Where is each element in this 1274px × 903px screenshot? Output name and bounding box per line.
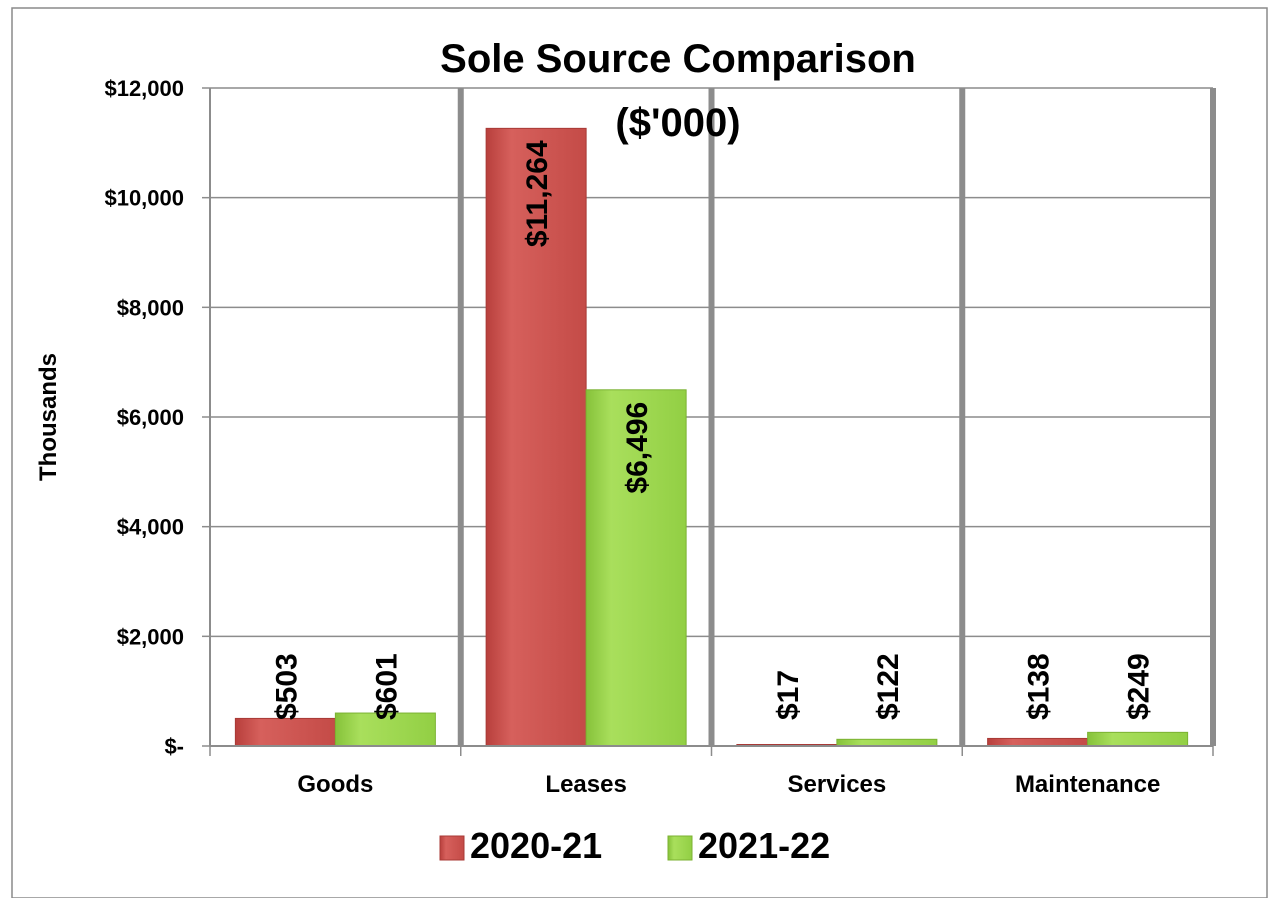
chart-subtitle: ($'000) [615,101,740,145]
chart-title: Sole Source Comparison [440,37,916,81]
x-tick-label: Leases [545,771,626,798]
bar [836,738,938,747]
category-separator [708,88,715,746]
legend-label: 2020-21 [470,825,602,866]
x-tick-label: Services [787,771,886,798]
data-label: $601 [370,653,403,720]
y-tick-label: $10,000 [104,186,184,211]
data-label: $17 [772,670,805,720]
x-tick-label: Maintenance [1015,771,1160,798]
legend-swatch [439,835,465,861]
bar [234,717,336,747]
y-tick-label: $- [164,734,184,759]
bar [987,737,1089,747]
x-tick-label: Goods [297,771,373,798]
category-separator [1210,88,1216,746]
data-label: $6,496 [621,402,654,494]
y-tick-label: $2,000 [117,624,184,649]
data-label: $11,264 [521,140,554,247]
category-separator [959,88,966,746]
y-axis-label: Thousands [35,353,62,481]
y-tick-label: $6,000 [117,405,184,430]
legend-label: 2021-22 [698,825,830,866]
bar [1087,731,1189,747]
y-tick-label: $8,000 [117,295,184,320]
data-label: $138 [1023,653,1056,720]
bar [585,389,687,747]
data-label: $249 [1123,653,1156,720]
bar [485,127,587,747]
data-label: $122 [872,653,905,720]
data-label: $503 [270,653,303,720]
y-tick-label: $12,000 [104,76,184,101]
legend-swatch [667,835,693,861]
category-separator [457,88,464,746]
y-tick-label: $4,000 [117,515,184,540]
bar [334,712,436,747]
